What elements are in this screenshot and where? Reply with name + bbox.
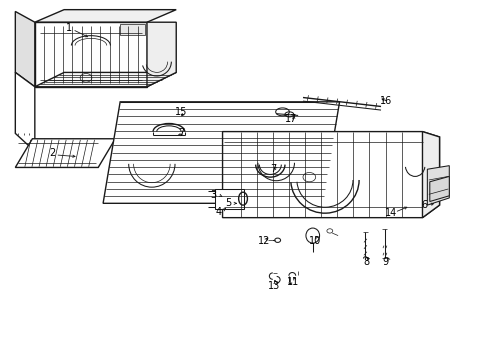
Polygon shape: [103, 102, 339, 203]
Text: 16: 16: [379, 96, 391, 106]
Text: 12: 12: [257, 236, 270, 246]
Text: 17: 17: [284, 114, 296, 124]
Polygon shape: [35, 72, 176, 87]
Polygon shape: [120, 24, 144, 35]
Polygon shape: [15, 12, 35, 87]
Polygon shape: [429, 176, 448, 202]
Polygon shape: [35, 10, 176, 22]
Text: 4: 4: [215, 207, 221, 217]
Text: 14: 14: [384, 208, 396, 218]
Text: 11: 11: [286, 277, 299, 287]
Text: 7: 7: [178, 129, 184, 138]
Text: 10: 10: [308, 236, 321, 246]
Polygon shape: [35, 22, 147, 87]
Polygon shape: [427, 166, 448, 205]
Text: 13: 13: [267, 281, 279, 291]
Text: 8: 8: [363, 257, 369, 267]
Text: 5: 5: [224, 198, 230, 208]
Polygon shape: [222, 132, 439, 218]
Text: 1: 1: [66, 23, 72, 33]
Text: 3: 3: [210, 190, 216, 200]
Text: 6: 6: [421, 200, 427, 210]
Text: 15: 15: [175, 107, 187, 117]
Polygon shape: [215, 189, 244, 209]
Polygon shape: [15, 139, 115, 167]
Text: 7: 7: [270, 164, 276, 174]
Polygon shape: [147, 22, 176, 87]
Text: 2: 2: [49, 148, 55, 158]
Text: 9: 9: [382, 257, 388, 267]
Polygon shape: [15, 72, 35, 151]
Polygon shape: [422, 132, 439, 218]
